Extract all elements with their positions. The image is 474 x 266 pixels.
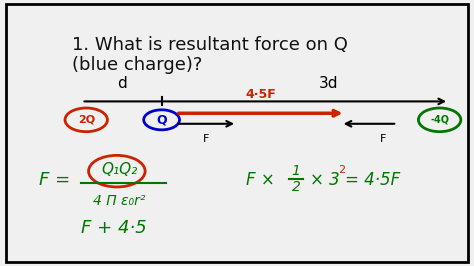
Text: 2Q: 2Q — [78, 115, 95, 125]
Text: 3d: 3d — [319, 76, 338, 91]
Text: Q₁Q₂: Q₁Q₂ — [101, 162, 137, 177]
Text: 1: 1 — [292, 164, 301, 178]
Text: F: F — [380, 134, 386, 144]
Text: F ×: F × — [246, 171, 281, 189]
Text: × 3: × 3 — [310, 171, 340, 189]
Text: 2: 2 — [292, 180, 301, 194]
Text: 4·5F: 4·5F — [245, 88, 276, 101]
Text: Q: Q — [156, 113, 167, 126]
Text: 2: 2 — [338, 165, 346, 175]
Text: F: F — [203, 134, 210, 144]
Text: d: d — [117, 76, 127, 91]
Text: 1. What is resultant force on Q
(blue charge)?: 1. What is resultant force on Q (blue ch… — [72, 36, 348, 74]
Text: F + 4·5: F + 4·5 — [82, 219, 147, 237]
Text: 4 Π ε₀r²: 4 Π ε₀r² — [93, 194, 146, 209]
Text: F =: F = — [39, 171, 70, 189]
Text: -4Q: -4Q — [430, 115, 449, 125]
Text: = 4·5F: = 4·5F — [346, 171, 401, 189]
